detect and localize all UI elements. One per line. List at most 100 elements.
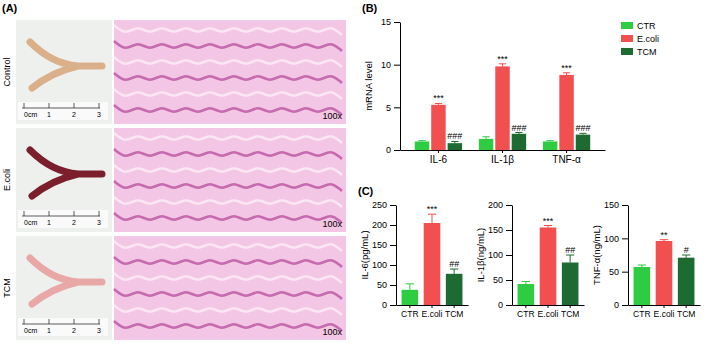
plot-area (518, 226, 579, 306)
y-tick-mark (622, 305, 628, 306)
ruler-label: 1 (47, 219, 51, 226)
row-label: Control (2, 57, 12, 86)
y-tick-mark (506, 205, 512, 206)
x-tick-mark (454, 305, 455, 308)
y-tick-label: 0 (614, 300, 619, 310)
x-tick-label: IL-6 (430, 154, 448, 165)
y-tick-mark (394, 150, 400, 151)
x-tick-mark (570, 305, 571, 308)
x-tick-label: E.coli (422, 309, 443, 319)
significance: *** (543, 216, 554, 226)
y-tick: 50 (493, 275, 512, 285)
error-cap (418, 140, 425, 141)
panel-label: (C) (358, 185, 374, 197)
x-tick-mark (548, 305, 549, 308)
y-tick: 200 (488, 200, 512, 210)
x-tick-label: CTR (401, 309, 418, 319)
x-tick: IL-1β (491, 150, 514, 165)
ruler-tick (24, 103, 25, 108)
chart: ***##050100150200CTRE.coliTCMIL-1β(ng/mL… (475, 200, 585, 319)
significance: *** (433, 93, 444, 103)
x-axis: IL-6IL-1βTNF-α (401, 150, 606, 165)
y-tick: 0 (386, 145, 400, 155)
y-tick: 0 (498, 300, 512, 310)
y-tick-label: 50 (609, 267, 619, 277)
y-axis-title: mRNA level (363, 61, 374, 111)
ruler-label: 0cm (24, 219, 37, 226)
y-tick: 150 (372, 240, 396, 250)
significance: ** (660, 230, 668, 240)
ruler-line (22, 108, 100, 109)
error-cap (482, 136, 489, 137)
ruler-line (22, 324, 100, 325)
error-bar (579, 133, 586, 134)
x-tick: E.coli (422, 305, 443, 319)
error-bar (563, 73, 570, 75)
tissue-fold (114, 321, 342, 331)
bar (448, 143, 462, 150)
error-stem (454, 269, 455, 274)
specimen (30, 258, 102, 304)
ruler-tick (24, 319, 25, 324)
legend-label: E.coli (637, 34, 659, 44)
y-tick-label: 200 (488, 200, 503, 210)
bar (415, 141, 429, 150)
y-tick-label: 150 (604, 200, 619, 210)
tissue-fold (114, 213, 342, 223)
x-tick: IL-6 (430, 150, 448, 165)
bar (512, 134, 526, 150)
ruler-tick (49, 211, 50, 216)
x-tick-mark (432, 305, 433, 308)
error-bar (435, 103, 442, 104)
ruler-tick (74, 103, 75, 108)
y-tick-mark (506, 280, 512, 281)
tissue-fold (114, 241, 342, 251)
tissue-fold (114, 273, 342, 283)
error-cap (547, 140, 554, 141)
tissue-fold (114, 197, 342, 207)
bar (402, 290, 419, 305)
tissue-fold (114, 257, 342, 267)
bar (479, 139, 493, 150)
ruler-tick (99, 103, 100, 108)
x-tick-label: E.coli (654, 309, 675, 319)
error-bar (499, 64, 506, 67)
error-bar (544, 226, 552, 228)
y-tick-mark (390, 305, 396, 306)
magnification: 100x (322, 111, 342, 121)
y-tick-mark (390, 265, 396, 266)
y-tick-mark (506, 255, 512, 256)
y-tick-label: 50 (377, 280, 387, 290)
plot-area (415, 64, 590, 150)
x-tick-mark (664, 305, 665, 308)
magnification: 100x (322, 219, 342, 229)
ruler-label: 2 (72, 111, 76, 118)
y-tick: 0 (614, 300, 628, 310)
y-axis-title: IL-1β(ng/mL) (475, 228, 486, 283)
legend-label: CTR (637, 21, 656, 31)
tissue-fold (114, 149, 342, 159)
x-tick-label: IL-1β (491, 154, 514, 165)
error-bar (638, 265, 646, 267)
y-axis: 050100150200250 (372, 200, 397, 310)
significance: ## (449, 259, 459, 269)
error-bar (450, 269, 458, 274)
plot-area (402, 214, 463, 305)
bar (424, 223, 441, 305)
ruler-label: 2 (72, 327, 76, 334)
chart: **#050100150CTRE.coliTCMTNF-α(ng/mL) (591, 200, 701, 319)
y-tick: 5 (386, 103, 400, 113)
y-tick-mark (394, 65, 400, 66)
bar (543, 141, 557, 150)
significance: *** (427, 204, 438, 214)
legend-swatch (621, 22, 633, 29)
tissue-fold (114, 25, 342, 35)
ruler-label: 0cm (24, 327, 37, 334)
row-label: E.coli (2, 169, 12, 191)
bar (559, 75, 573, 150)
x-axis: CTRE.coliTCM (513, 305, 585, 319)
bar (562, 263, 579, 306)
ruler-label: 1 (47, 111, 51, 118)
bar (576, 135, 590, 150)
significance: ### (575, 123, 590, 133)
